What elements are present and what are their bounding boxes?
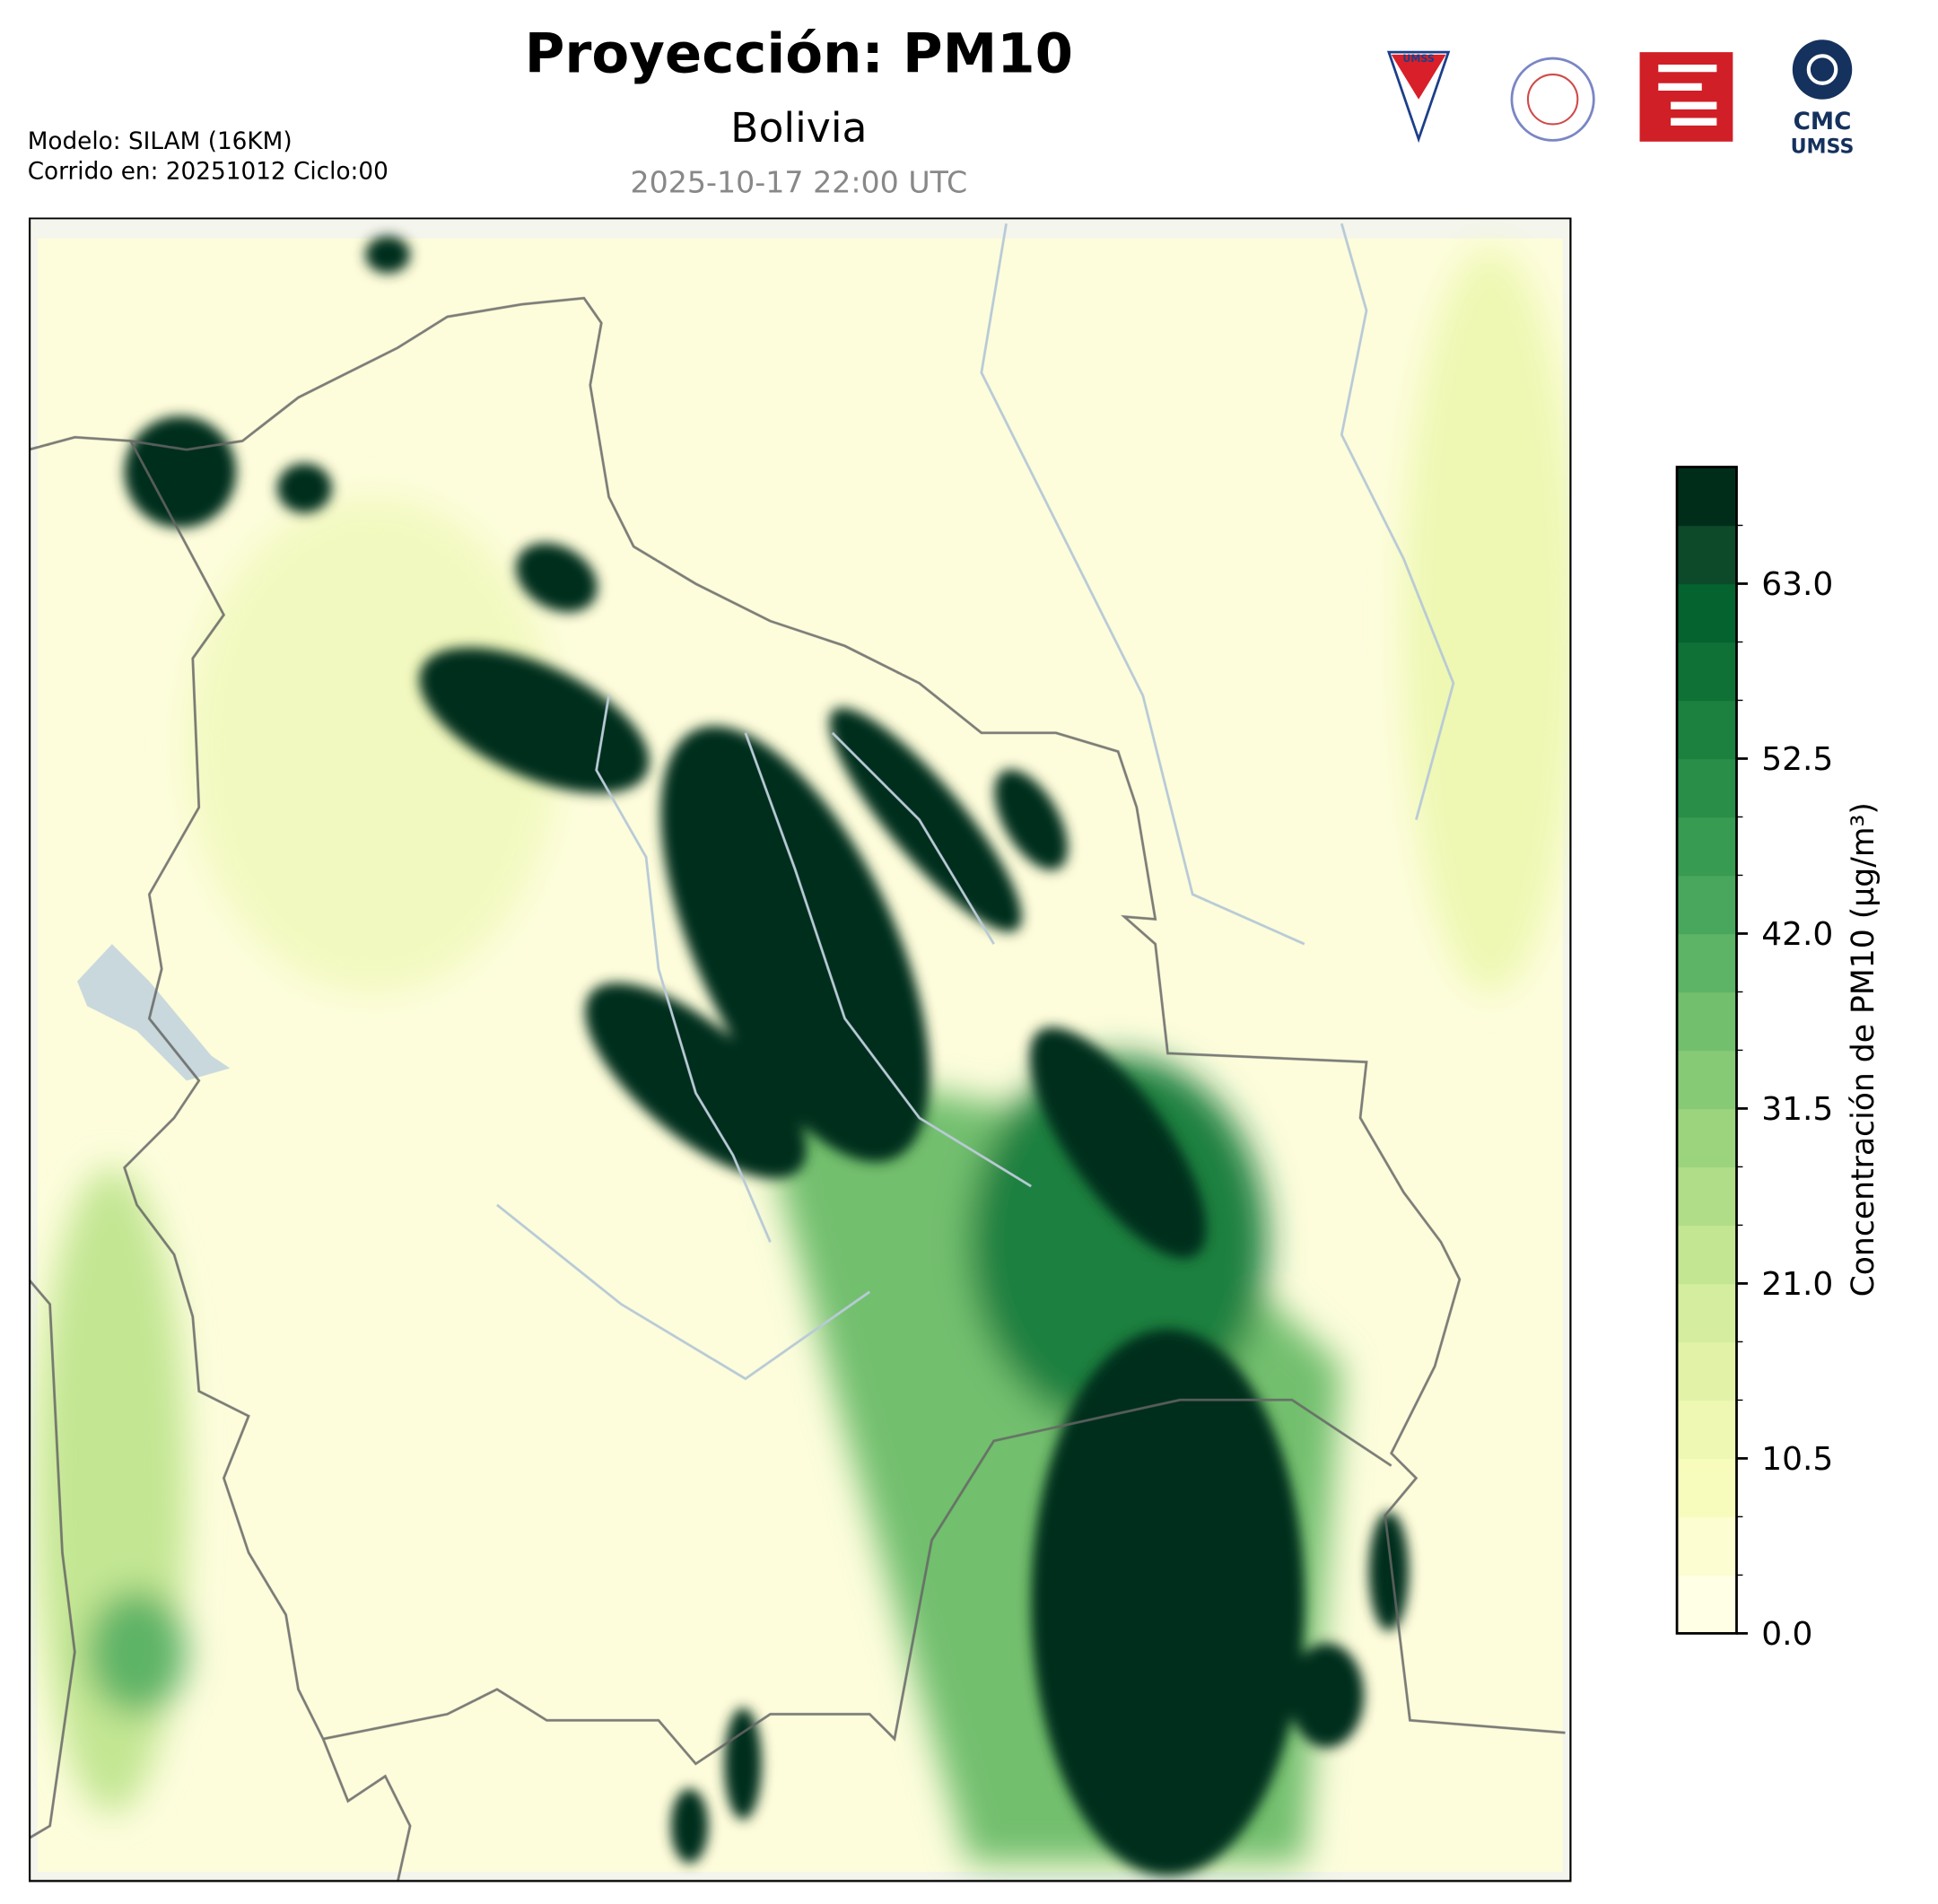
plume <box>124 236 1410 1876</box>
colorbar-tick-label: 31.5 <box>1761 1091 1833 1128</box>
colorbar-tick-label: 63.0 <box>1761 566 1833 603</box>
colorbar-label: Concentración de PM10 (µg/m³) <box>1846 802 1881 1297</box>
colorbar-tick-label: 42.0 <box>1761 916 1833 953</box>
colorbar-band <box>1677 700 1737 760</box>
model-info: Modelo: SILAM (16KM) <box>28 128 292 155</box>
borders <box>29 296 1566 1882</box>
colorbar-band <box>1677 583 1737 643</box>
logo-block-lines <box>1658 64 1717 126</box>
title: Proyección: PM10 <box>525 22 1073 85</box>
colorbar-tick-label: 52.5 <box>1761 741 1833 778</box>
colorbar-band <box>1677 933 1737 993</box>
logo-text: UMSS <box>1791 135 1855 158</box>
colorbar-tick-label: 10.5 <box>1761 1441 1833 1478</box>
colorbar-band <box>1677 991 1737 1052</box>
colorbar-band <box>1677 467 1737 527</box>
colorbar-band <box>1677 1166 1737 1227</box>
colorbar-band <box>1677 1225 1737 1285</box>
run-info: Corrido en: 20251012 Ciclo:00 <box>28 158 388 185</box>
colorbar-band <box>1677 758 1737 818</box>
colorbar-tick-label: 21.0 <box>1761 1266 1833 1303</box>
colorbar-band <box>1677 1400 1737 1460</box>
colorbar-band <box>1677 1458 1737 1518</box>
logos: UMSS CMC UMSS <box>1386 39 1855 158</box>
colorbar-band <box>1677 1283 1737 1343</box>
colorbar-band <box>1677 1108 1737 1168</box>
map <box>29 217 1572 1882</box>
logo-seal <box>1510 57 1595 142</box>
timestamp: 2025-10-17 22:00 UTC <box>630 165 967 200</box>
logo-text: CMC <box>1794 109 1852 135</box>
colorbar-frame <box>1675 466 1738 1635</box>
haze <box>37 248 1572 1864</box>
colorbar-tick-label: 0.0 <box>1761 1616 1812 1653</box>
colorbar-band <box>1677 875 1737 935</box>
subtitle: Bolivia <box>730 104 867 152</box>
colorbar-band <box>1677 1575 1737 1635</box>
logo-seal-inner <box>1526 74 1579 126</box>
colorbar-band <box>1677 1516 1737 1576</box>
colorbar-band <box>1677 642 1737 702</box>
colorbar-band <box>1677 817 1737 877</box>
colorbar-band <box>1677 1050 1737 1110</box>
logo-cmc-ring <box>1806 54 1838 85</box>
colorbar: 0.0 10.5 21.0 31.5 42.0 52.5 63.0 <box>1675 466 1833 1653</box>
colorbar-band <box>1677 525 1737 585</box>
logo-cmc <box>1792 39 1853 100</box>
colorbar-band <box>1677 1341 1737 1402</box>
rivers <box>496 223 1455 1381</box>
logo-shield-red <box>1391 54 1446 100</box>
logo-text: UMSS <box>1402 53 1434 65</box>
lake <box>77 944 231 1081</box>
